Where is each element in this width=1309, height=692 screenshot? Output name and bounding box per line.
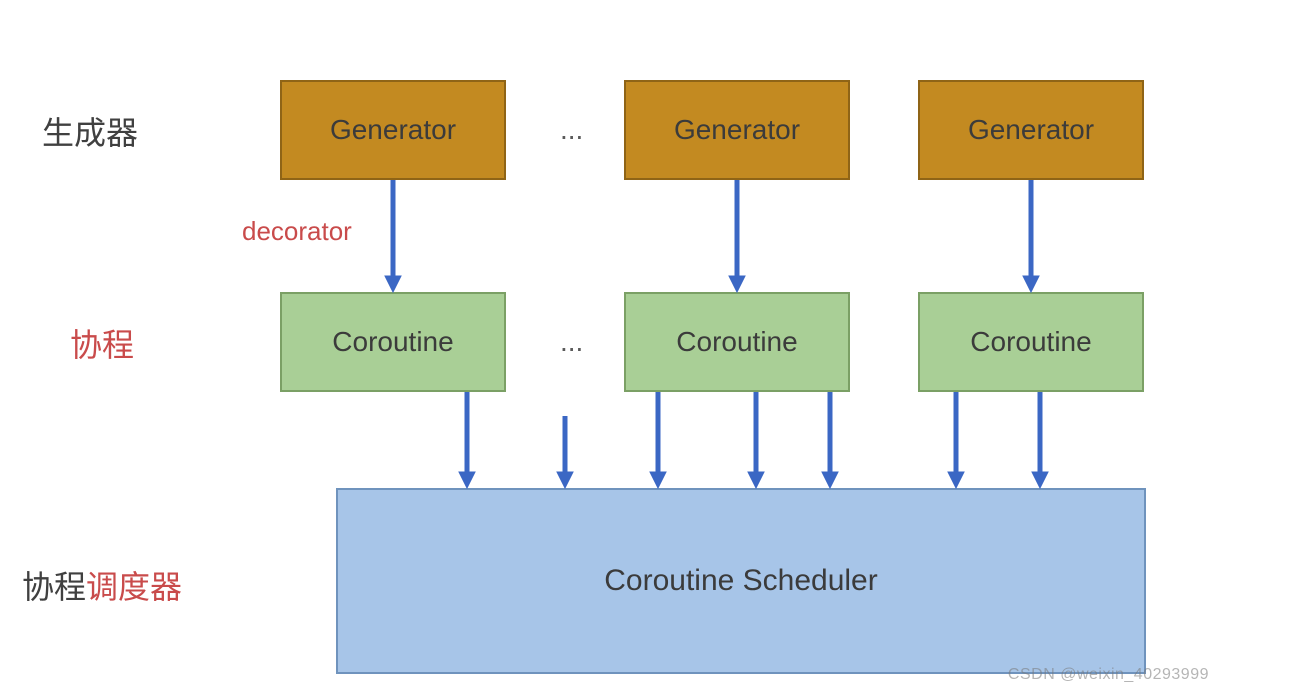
- box-coroutine-2-text: Coroutine: [676, 326, 797, 358]
- box-coroutine-3: Coroutine: [918, 292, 1144, 392]
- box-generator-2-text: Generator: [674, 114, 800, 146]
- arrow-head-2: [1023, 276, 1039, 292]
- watermark-text: CSDN @weixin_40293999: [1008, 666, 1209, 683]
- arrow-head-3: [459, 472, 475, 488]
- box-generator-2: Generator: [624, 80, 850, 180]
- arrow-head-8: [948, 472, 964, 488]
- box-scheduler: Coroutine Scheduler: [336, 488, 1146, 674]
- box-generator-3-text: Generator: [968, 114, 1094, 146]
- box-coroutine-1-text: Coroutine: [332, 326, 453, 358]
- box-generator-1: Generator: [280, 80, 506, 180]
- arrow-head-6: [748, 472, 764, 488]
- arrow-head-5: [650, 472, 666, 488]
- box-scheduler-text: Coroutine Scheduler: [604, 564, 878, 598]
- label-decorator-text: decorator: [242, 216, 352, 246]
- label-decorator: decorator: [242, 216, 352, 247]
- label-scheduler-red: 调度器: [86, 569, 182, 605]
- label-scheduler-row: 协程调度器: [22, 562, 182, 608]
- label-generator-row: 生成器: [42, 108, 138, 154]
- arrow-head-9: [1032, 472, 1048, 488]
- ellipsis-mid-text: ...: [560, 326, 583, 357]
- label-coroutine-text: 协程: [70, 327, 134, 363]
- arrow-head-4: [557, 472, 573, 488]
- box-coroutine-1: Coroutine: [280, 292, 506, 392]
- label-scheduler-black: 协程: [22, 569, 86, 605]
- arrow-head-1: [729, 276, 745, 292]
- watermark: CSDN @weixin_40293999: [1008, 666, 1209, 684]
- ellipsis-top: ...: [560, 114, 583, 146]
- arrow-head-0: [385, 276, 401, 292]
- box-generator-3: Generator: [918, 80, 1144, 180]
- box-coroutine-3-text: Coroutine: [970, 326, 1091, 358]
- ellipsis-mid: ...: [560, 326, 583, 358]
- arrow-head-7: [822, 472, 838, 488]
- label-coroutine-row: 协程: [70, 320, 134, 366]
- box-coroutine-2: Coroutine: [624, 292, 850, 392]
- ellipsis-top-text: ...: [560, 114, 583, 145]
- box-generator-1-text: Generator: [330, 114, 456, 146]
- label-generator-text: 生成器: [42, 115, 138, 151]
